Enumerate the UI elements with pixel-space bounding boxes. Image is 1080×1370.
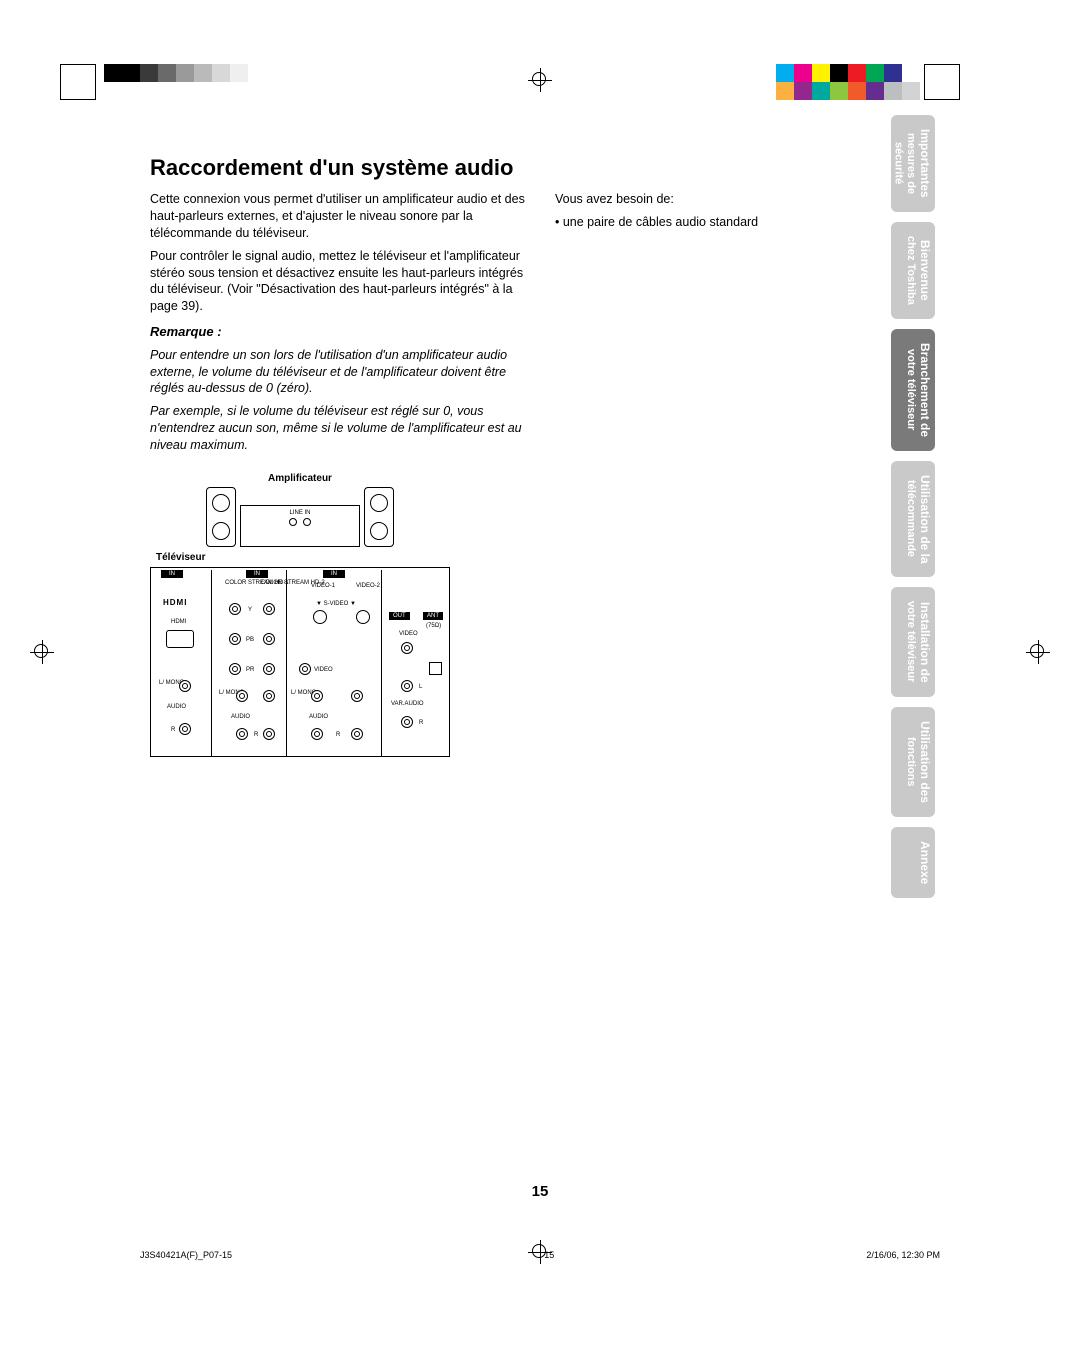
page-number: 15 (532, 1183, 549, 1200)
rca-r1-icon (179, 723, 191, 735)
need-label: Vous avez besoin de: (555, 191, 930, 208)
r-label-1: R (171, 726, 175, 734)
line-in-jacks (289, 518, 311, 526)
rca-lmono1-icon (179, 680, 191, 692)
rca-video-out-icon (401, 642, 413, 654)
chapter-tab-4[interactable]: Installation devotre téléviseur (891, 587, 935, 696)
audio-label-1: AUDIO (167, 703, 186, 711)
tv-back-panel: IN IN IN COLOR STREAM HD-1 COLOR STREAM … (150, 567, 450, 757)
r-label-2: R (254, 731, 258, 739)
coax-ant-icon (429, 662, 442, 675)
r-label-var: R (419, 719, 423, 727)
rca-lmono2-icon (236, 690, 248, 702)
svideo2-icon (356, 610, 370, 624)
rca-r3-icon (311, 728, 323, 740)
amplifier-row: LINE IN (150, 487, 450, 547)
registration-marks-top (0, 64, 1080, 94)
in-label-1: IN (161, 570, 183, 578)
crosshair-top (528, 68, 552, 92)
video2-label: VIDEO-2 (356, 582, 380, 590)
in-label-2: IN (246, 570, 268, 578)
r-label-3: R (336, 731, 340, 739)
pb-label: PB (246, 636, 254, 644)
rca-lmono3b-icon (351, 690, 363, 702)
remarque-heading: Remarque : (150, 323, 525, 341)
chapter-tab-1[interactable]: Bienvenuechez Toshiba (891, 222, 935, 319)
rca-pr2-icon (263, 663, 275, 675)
in-label-3: IN (323, 570, 345, 578)
rca-r2-icon (236, 728, 248, 740)
varaudio-label: VAR.AUDIO (391, 700, 424, 708)
rca-r3b-icon (351, 728, 363, 740)
y-label: Y (248, 606, 252, 614)
crosshair-bottom (528, 1240, 552, 1264)
rca-lmono3-icon (311, 690, 323, 702)
remarque-p2: Par exemple, si le volume du téléviseur … (150, 403, 525, 454)
need-item-1: • une paire de câbles audio standard (555, 214, 930, 231)
rca-y1-icon (229, 603, 241, 615)
chapter-tab-0[interactable]: Importantesmesures desécurité (891, 115, 935, 212)
intro-p2: Pour contrôler le signal audio, mettez l… (150, 248, 525, 316)
out-label: OUT (389, 612, 410, 620)
rca-lmono2b-icon (263, 690, 275, 702)
rca-y2-icon (263, 603, 275, 615)
rca-varaudio-r-icon (401, 716, 413, 728)
svideo-label: ▼ S-VIDEO ▼ (316, 600, 356, 608)
page-content: Raccordement d'un système audio Cette co… (150, 155, 930, 757)
line-in-label: LINE IN (289, 509, 310, 517)
video1-label: VIDEO-1 (311, 582, 335, 590)
speaker-right-icon (364, 487, 394, 547)
intro-p1: Cette connexion vous permet d'utiliser u… (150, 191, 525, 242)
l-label-var: L (419, 683, 422, 691)
remarque-p1: Pour entendre un son lors de l'utilisati… (150, 347, 525, 398)
amplifier-box: LINE IN (240, 505, 360, 547)
hdmi-label: HDMI (171, 618, 186, 626)
page-title: Raccordement d'un système audio (150, 155, 930, 181)
column-right: Vous avez besoin de: • une paire de câbl… (555, 191, 930, 757)
crosshair-right (1026, 640, 1050, 664)
chapter-tab-6[interactable]: Annexe (891, 827, 935, 898)
reg-left-block (60, 64, 266, 105)
svideo1-icon (313, 610, 327, 624)
ohm-label: (75Ω) (426, 622, 441, 630)
video-out-label: VIDEO (399, 630, 418, 638)
reg-right-block (776, 64, 960, 100)
chapter-tabs: Importantesmesures desécurité Bienvenuech… (891, 115, 935, 898)
column-left: Cette connexion vous permet d'utiliser u… (150, 191, 525, 757)
ant-label: ANT (423, 612, 443, 620)
speaker-left-icon (206, 487, 236, 547)
chapter-tab-5[interactable]: Utilisation desfonctions (891, 707, 935, 817)
hdmi-logo: HDMI (163, 598, 187, 609)
footer-timestamp: 2/16/06, 12:30 PM (866, 1250, 940, 1260)
video-label: VIDEO (314, 666, 333, 674)
amplifier-label: Amplificateur (150, 472, 450, 486)
hdmi-port-icon (166, 630, 194, 648)
rca-varaudio-l-icon (401, 680, 413, 692)
rca-pr1-icon (229, 663, 241, 675)
connection-diagram: Amplificateur LINE IN Téléviseur IN (150, 472, 450, 757)
rca-video-icon (299, 663, 311, 675)
tv-label: Téléviseur (156, 551, 450, 565)
pr-label: PR (246, 666, 254, 674)
audio-label-3: AUDIO (309, 713, 328, 721)
two-column-body: Cette connexion vous permet d'utiliser u… (150, 191, 930, 757)
rca-pb1-icon (229, 633, 241, 645)
chapter-tab-2[interactable]: Branchement devotre téléviseur (891, 329, 935, 451)
rca-r2b-icon (263, 728, 275, 740)
chapter-tab-3[interactable]: Utilisation de latélécommande (891, 461, 935, 578)
rca-pb2-icon (263, 633, 275, 645)
crosshair-left (30, 640, 54, 664)
footer-filename: J3S40421A(F)_P07-15 (140, 1250, 232, 1260)
audio-label-2: AUDIO (231, 713, 250, 721)
